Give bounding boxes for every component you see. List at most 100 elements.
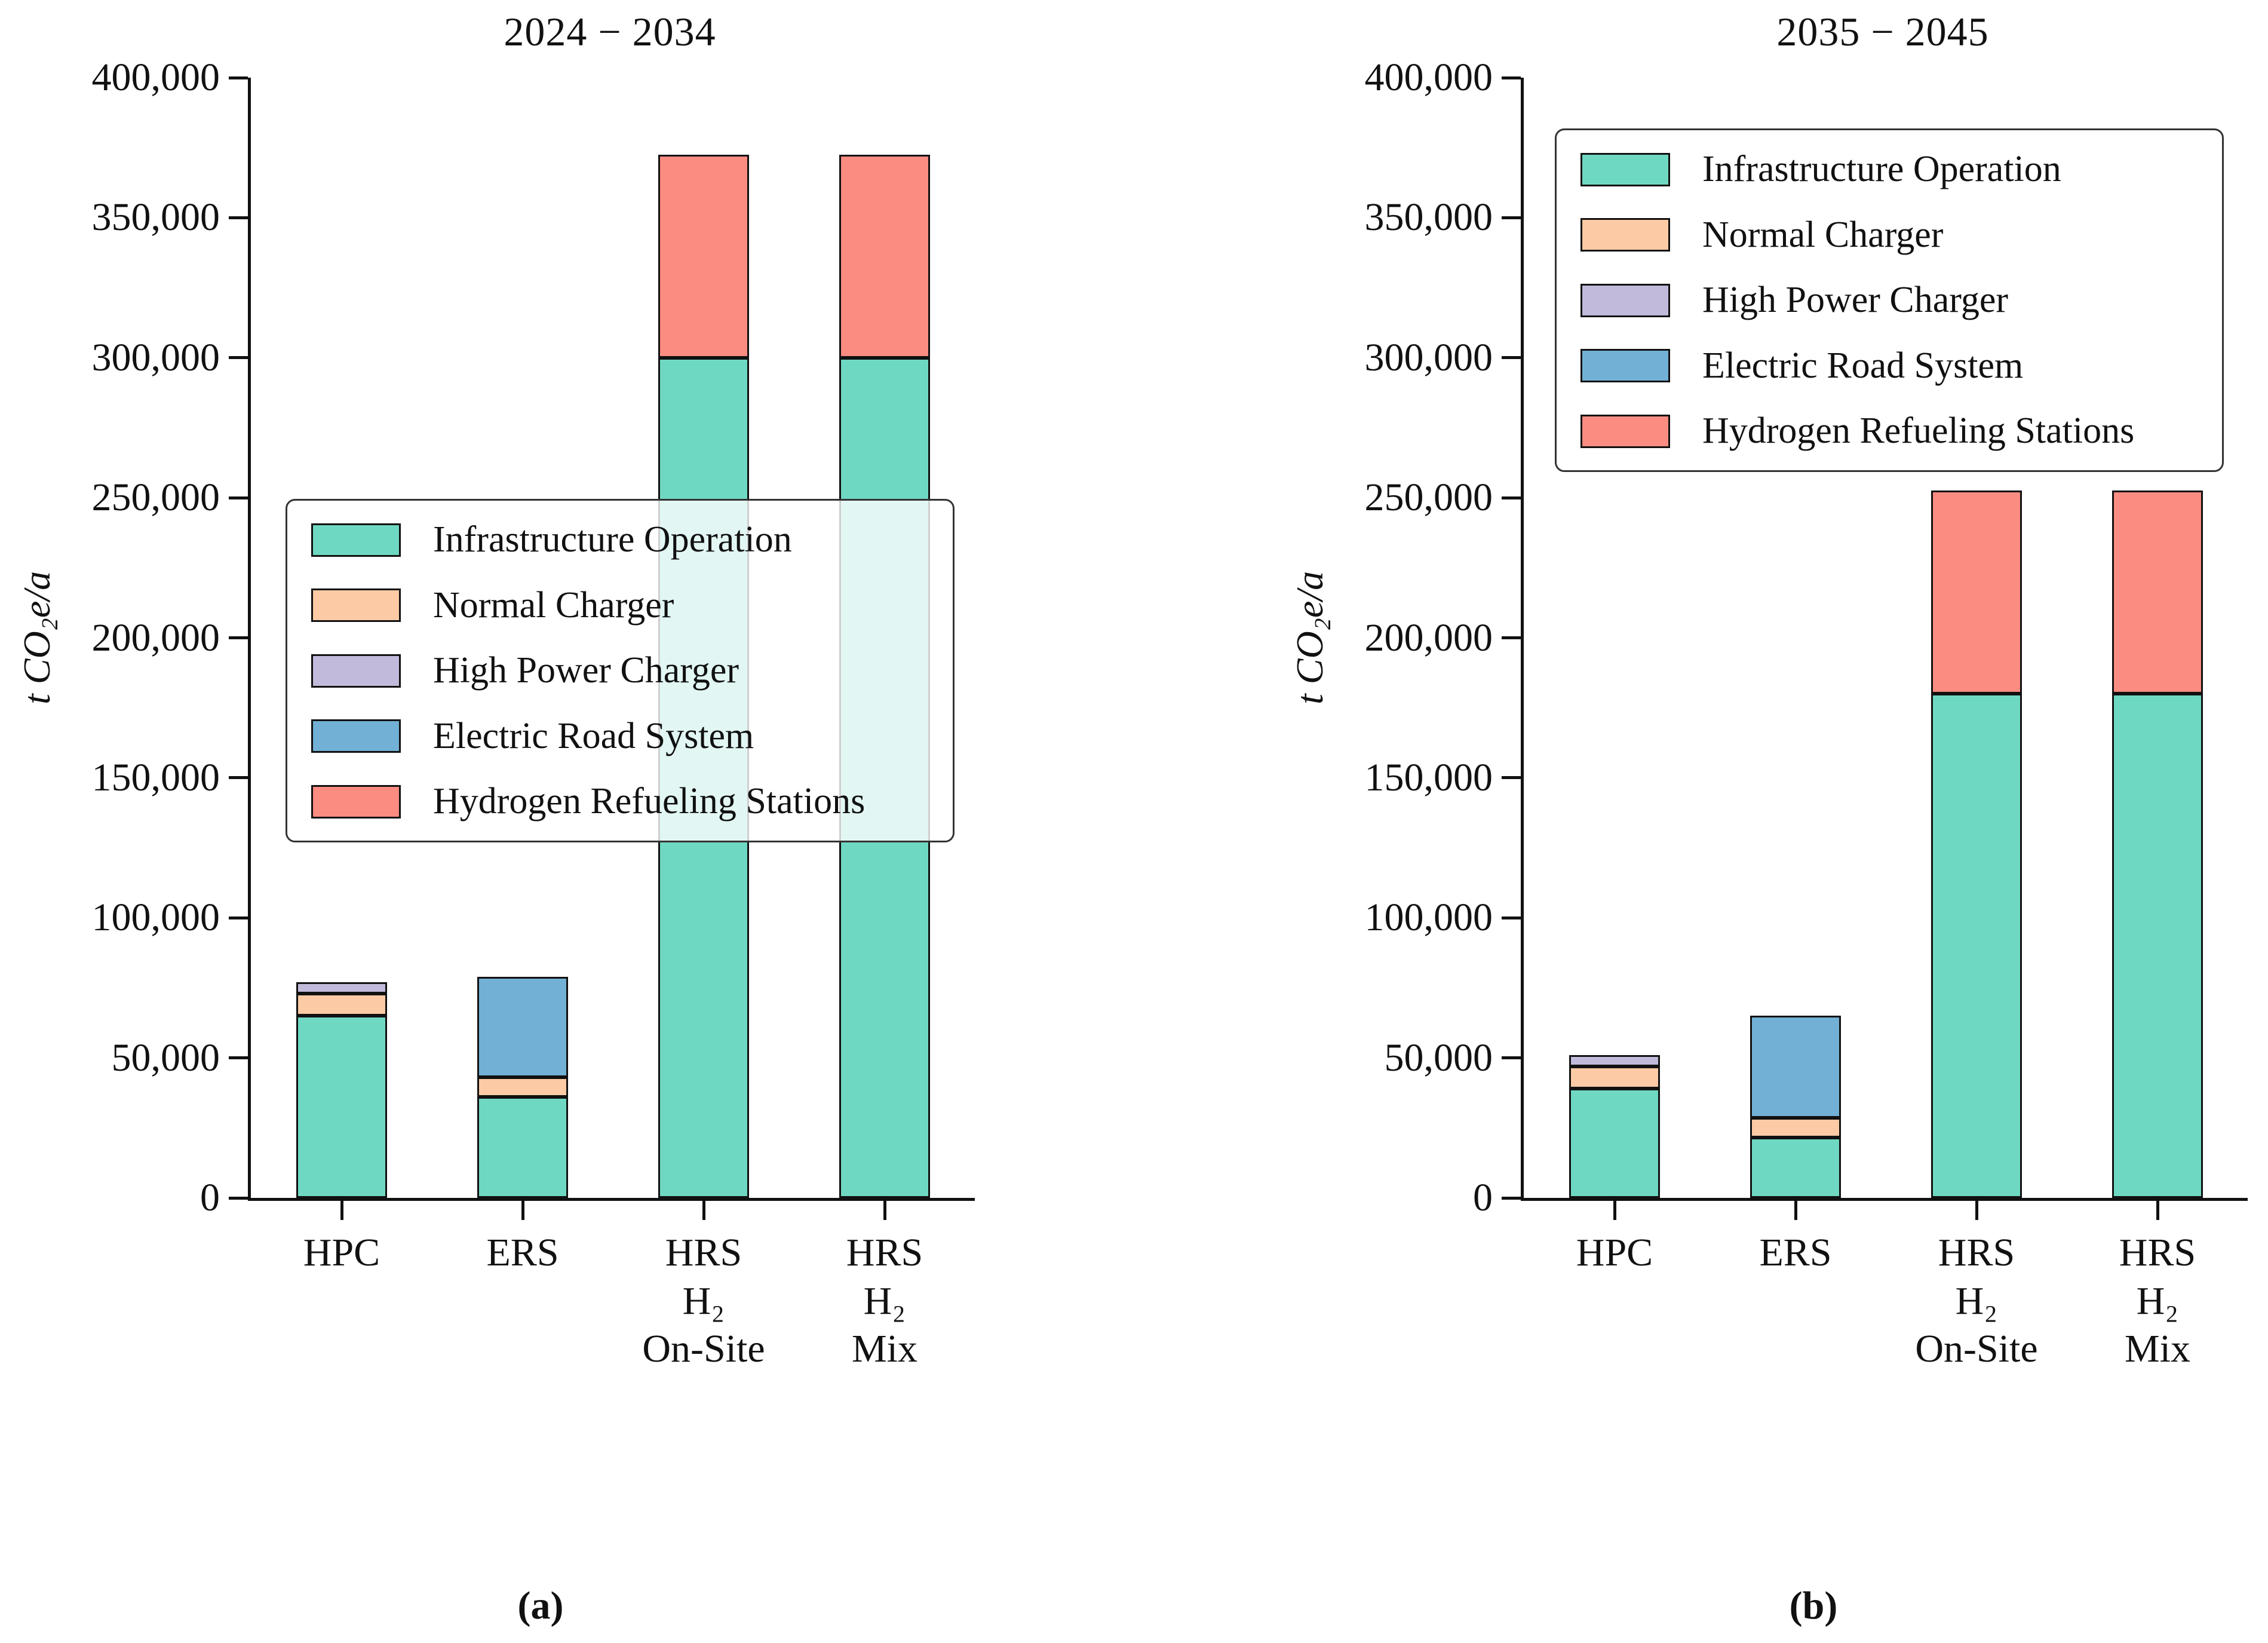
y-tick-label: 350,000	[1364, 195, 1493, 240]
x-tick-mark	[883, 1201, 886, 1220]
legend-swatch	[1580, 414, 1670, 448]
y-tick-mark	[229, 216, 248, 219]
y-tick-label: 100,000	[91, 896, 220, 940]
y-tick-mark	[229, 636, 248, 639]
y-tick-label: 300,000	[1364, 335, 1493, 379]
bar-segment	[1569, 1066, 1660, 1089]
y-tick-label: 100,000	[1364, 896, 1493, 940]
y-tick-mark	[229, 1196, 248, 1200]
bar-segment	[477, 1077, 568, 1098]
legend-swatch	[1580, 218, 1670, 252]
y-tick-mark	[229, 76, 248, 79]
y-tick-mark	[229, 1056, 248, 1060]
y-tick-label: 0	[1473, 1176, 1493, 1219]
y-tick-mark	[1502, 76, 1521, 79]
legend-item: Infrastructure Operation	[1580, 148, 2210, 191]
legend-swatch	[311, 719, 401, 753]
y-tick-label: 250,000	[1364, 476, 1493, 520]
y-tick-label: 300,000	[91, 335, 220, 379]
legend-item: Normal Charger	[311, 584, 941, 627]
x-tick-label: HPC	[303, 1231, 380, 1274]
y-tick-mark	[1502, 636, 1521, 639]
y-tick-label: 150,000	[1364, 755, 1493, 799]
x-tick-label: ERS	[486, 1231, 559, 1274]
legend: Infrastructure Operation Normal Charger Hi…	[286, 499, 955, 842]
legend-item: High Power Charger	[1580, 279, 2210, 321]
y-tick-mark	[1502, 496, 1521, 499]
plot-area: Infrastructure Operation Normal Charger Hi…	[229, 76, 975, 1371]
legend-label: Normal Charger	[433, 584, 674, 626]
y-tick-label: 200,000	[1364, 615, 1493, 660]
bar-segment	[658, 154, 749, 358]
y-tick-mark	[1502, 776, 1521, 780]
x-tick-label: HRS H₂ On-Site	[1915, 1231, 2038, 1371]
bar-segment	[1569, 1089, 1660, 1198]
y-tick-mark	[1502, 216, 1521, 219]
y-tick-labels: 0 50,000 100,000 150,000 200,000 250,000 300,0…	[1273, 56, 1493, 1219]
legend-item: Hydrogen Refueling Stations	[311, 780, 941, 823]
legend-label: High Power Charger	[1702, 280, 2008, 320]
y-tick-mark	[229, 496, 248, 499]
legend-item: Electric Road System	[1580, 345, 2210, 387]
x-tick-label: HRS H₂ On-Site	[642, 1231, 765, 1371]
bar-segment	[1931, 491, 2022, 694]
legend-swatch	[1580, 283, 1670, 317]
legend-item: Infrastructure Operation	[311, 519, 941, 561]
bar-segment	[296, 982, 387, 994]
legend: Infrastructure Operation Normal Charger Hi…	[1555, 128, 2224, 472]
legend-label: Electric Road System	[1702, 345, 2024, 386]
y-tick-label: 400,000	[91, 56, 220, 99]
y-tick-mark	[1502, 916, 1521, 919]
y-tick-label: 400,000	[1364, 56, 1493, 99]
x-tick-mark	[1613, 1201, 1616, 1220]
x-tick-mark	[702, 1201, 705, 1220]
y-tick-mark	[229, 916, 248, 919]
x-tick-label: HPC	[1576, 1231, 1653, 1274]
bar-segment	[839, 154, 930, 358]
legend-label: Hydrogen Refueling Stations	[1702, 410, 2135, 451]
x-tick-label: HRS H₂ Mix	[2119, 1231, 2196, 1371]
legend-item: High Power Charger	[311, 649, 941, 692]
y-tick-label: 0	[200, 1176, 220, 1219]
legend-item: Normal Charger	[1580, 214, 2210, 256]
y-tick-mark	[1502, 356, 1521, 360]
y-tick-label: 250,000	[91, 476, 220, 520]
legend-label: Normal Charger	[1702, 214, 1944, 255]
bar-segment	[1569, 1055, 1660, 1066]
legend-swatch	[311, 784, 401, 819]
y-tick-label: 50,000	[111, 1035, 220, 1080]
x-tick-mark	[1794, 1201, 1797, 1220]
legend-item: Electric Road System	[311, 715, 941, 758]
x-tick-label: HRS H₂ Mix	[846, 1231, 923, 1371]
y-tick-mark	[229, 776, 248, 780]
bar-segment	[2112, 491, 2203, 694]
legend-swatch	[1580, 349, 1670, 382]
bar-segment	[1750, 1138, 1841, 1198]
x-tick-mark	[1975, 1201, 1978, 1220]
bar-segment	[1931, 694, 2022, 1198]
bar-segment	[477, 1097, 568, 1198]
subplot-a: 2024 − 2034 t CO₂e/a 0 50,000 100,000 150,0…	[0, 0, 995, 1643]
bar-segment	[1750, 1118, 1841, 1138]
legend-swatch	[311, 654, 401, 688]
x-tick-mark	[2156, 1201, 2159, 1220]
y-tick-mark	[1502, 1056, 1521, 1060]
legend-swatch	[311, 588, 401, 622]
legend-label: High Power Charger	[433, 650, 739, 691]
y-tick-mark	[229, 356, 248, 360]
bar-segment	[296, 1016, 387, 1198]
chart-a-title: 2024 − 2034	[504, 9, 716, 54]
subfigure-caption-b: (b)	[1789, 1584, 1838, 1627]
legend-item: Hydrogen Refueling Stations	[1580, 410, 2210, 452]
legend-swatch	[311, 523, 401, 557]
y-tick-label: 150,000	[91, 755, 220, 799]
plot-area: Infrastructure Operation Normal Charger Hi…	[1502, 76, 2248, 1371]
legend-label: Infrastructure Operation	[1702, 149, 2061, 189]
chart-b-title: 2035 − 2045	[1776, 9, 1989, 54]
x-tick-mark	[521, 1201, 524, 1220]
x-tick-mark	[340, 1201, 343, 1220]
y-tick-mark	[1502, 1196, 1521, 1200]
bar-segment	[1750, 1016, 1841, 1118]
subfigure-caption-a: (a)	[517, 1584, 564, 1627]
